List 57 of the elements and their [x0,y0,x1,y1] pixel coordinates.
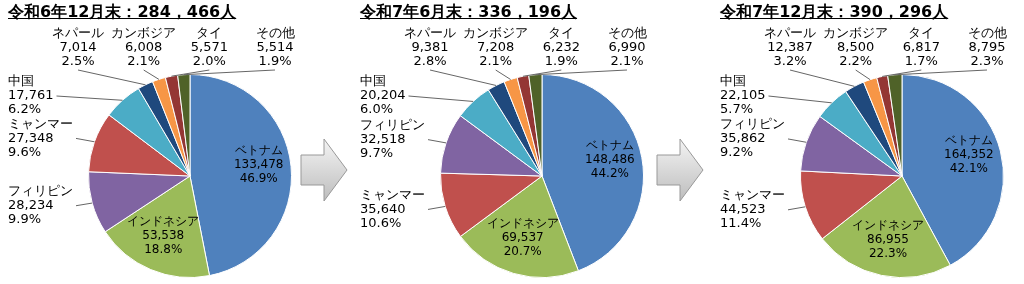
slice-label: ミャンマー [720,187,785,203]
data-label: 28,234 9.9% [8,197,54,227]
data-label: 8,795 2.3% [968,38,1006,68]
slice-label: 中国 [720,73,746,89]
chart-title: 令和6年12月末：284，466人 [8,2,237,23]
data-label: 22,105 5.7% [720,87,766,117]
slice-label: カンボジア [463,24,529,40]
slice-label: その他 [607,24,647,40]
slice-label: フィリピン [360,117,425,133]
data-label: 53,538 18.8% [142,227,185,256]
slice-label: タイ [548,24,575,40]
slice-label: ネパール [404,24,456,40]
slice-label: タイ [196,24,223,40]
slice-label: ミャンマー [360,186,425,202]
data-label: 148,486 44.2% [585,151,635,180]
slice-label: ネパール [764,24,816,40]
slice-label: ベトナム [234,143,283,158]
data-label: 6,008 2.1% [125,38,163,68]
chart-title: 令和7年6月末：336，196人 [360,2,578,23]
slice-label: インドネシア [486,216,559,231]
slice-label: カンボジア [823,24,889,40]
data-label: 27,348 9.6% [8,129,54,159]
data-label: 133,478 46.9% [233,157,284,186]
slice-label: ネパール [52,24,104,40]
slice-label: フィリピン [720,116,785,132]
slice-label: その他 [967,24,1007,40]
data-label: 86,955 22.3% [867,231,910,260]
data-label: 6,817 1.7% [902,38,940,68]
data-label: 17,761 6.2% [8,87,54,117]
slice-label: フィリピン [8,183,73,199]
slice-label: インドネシア [852,217,925,232]
slice-label: タイ [908,24,935,40]
data-label: 164,352 42.1% [944,147,994,176]
data-label: 35,862 9.2% [720,130,766,160]
data-label: 12,387 3.2% [767,38,813,68]
slice-label: カンボジア [111,24,177,40]
chart-title: 令和7年12月末：390，296人 [720,2,949,23]
data-label: 9,381 2.8% [411,38,449,68]
slice-label: ミャンマー [8,115,73,131]
data-label: 6,990 2.1% [608,38,646,68]
data-label: 69,537 20.7% [501,230,544,259]
slice-label: 中国 [360,73,386,89]
slice-label: ベトナム [944,133,993,148]
data-label: 44,523 11.4% [720,201,766,231]
slice-label: その他 [255,24,295,40]
slice-label: ベトナム [585,137,634,152]
slice-label: インドネシア [127,213,200,228]
data-label: 5,571 2.0% [190,38,228,68]
data-label: 7,014 2.5% [59,38,97,68]
data-label: 32,518 9.7% [360,131,406,161]
data-label: 20,204 6.0% [360,87,406,117]
data-label: 8,500 2.2% [837,38,875,68]
data-label: 35,640 10.6% [360,200,406,230]
data-label: 5,514 1.9% [256,38,294,68]
data-label: 7,208 2.1% [477,38,515,68]
slice-label: 中国 [8,73,34,89]
data-label: 6,232 1.9% [542,38,580,68]
